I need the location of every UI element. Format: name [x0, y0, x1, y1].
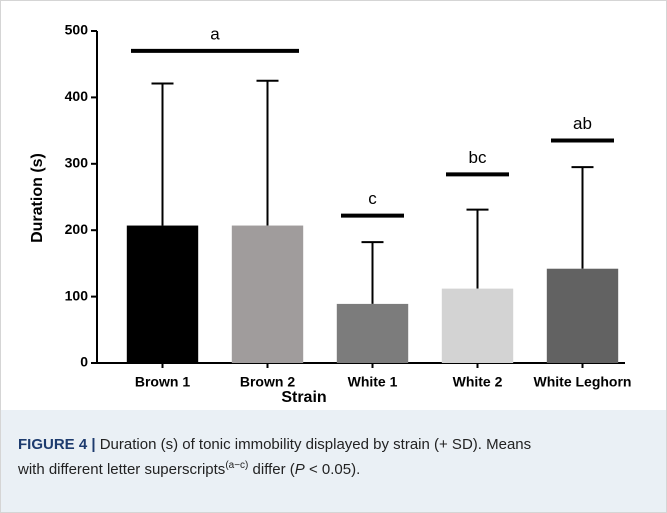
y-tick-label: 200	[65, 221, 89, 237]
caption-text: < 0.05).	[305, 461, 360, 478]
caption-label: FIGURE 4 |	[18, 436, 96, 453]
significance-letter: bc	[469, 148, 487, 167]
caption-superscript: (a−c)	[225, 460, 248, 471]
y-tick-label: 500	[65, 22, 89, 38]
x-tick-label: Brown 2	[240, 374, 295, 390]
y-tick-label: 100	[65, 287, 89, 303]
x-axis-label: Strain	[281, 389, 326, 406]
bar	[546, 268, 619, 363]
caption-italic: P	[295, 461, 305, 478]
significance-letter: c	[368, 189, 377, 208]
x-tick-label: White Leghorn	[534, 374, 632, 390]
caption-line1: FIGURE 4 | Duration (s) of tonic immobil…	[18, 436, 531, 453]
significance-letter: a	[210, 24, 220, 43]
bar	[126, 225, 199, 363]
y-tick-label: 400	[65, 88, 89, 104]
y-tick-label: 300	[65, 155, 89, 171]
x-tick-label: White 1	[348, 374, 398, 390]
bar	[441, 288, 514, 363]
caption-background	[1, 410, 666, 512]
caption-text: differ (	[248, 461, 294, 478]
significance-letter: ab	[573, 114, 592, 133]
y-axis-label: Duration (s)	[29, 153, 46, 243]
caption-text: Duration (s) of tonic immobility display…	[100, 436, 531, 453]
bar	[231, 225, 304, 363]
bar	[336, 303, 409, 363]
caption-line2: with different letter superscripts(a−c) …	[17, 460, 360, 478]
y-tick-label: 0	[80, 354, 88, 370]
caption-text: with different letter superscripts	[17, 461, 225, 478]
x-tick-label: Brown 1	[135, 374, 190, 390]
x-tick-label: White 2	[453, 374, 503, 390]
